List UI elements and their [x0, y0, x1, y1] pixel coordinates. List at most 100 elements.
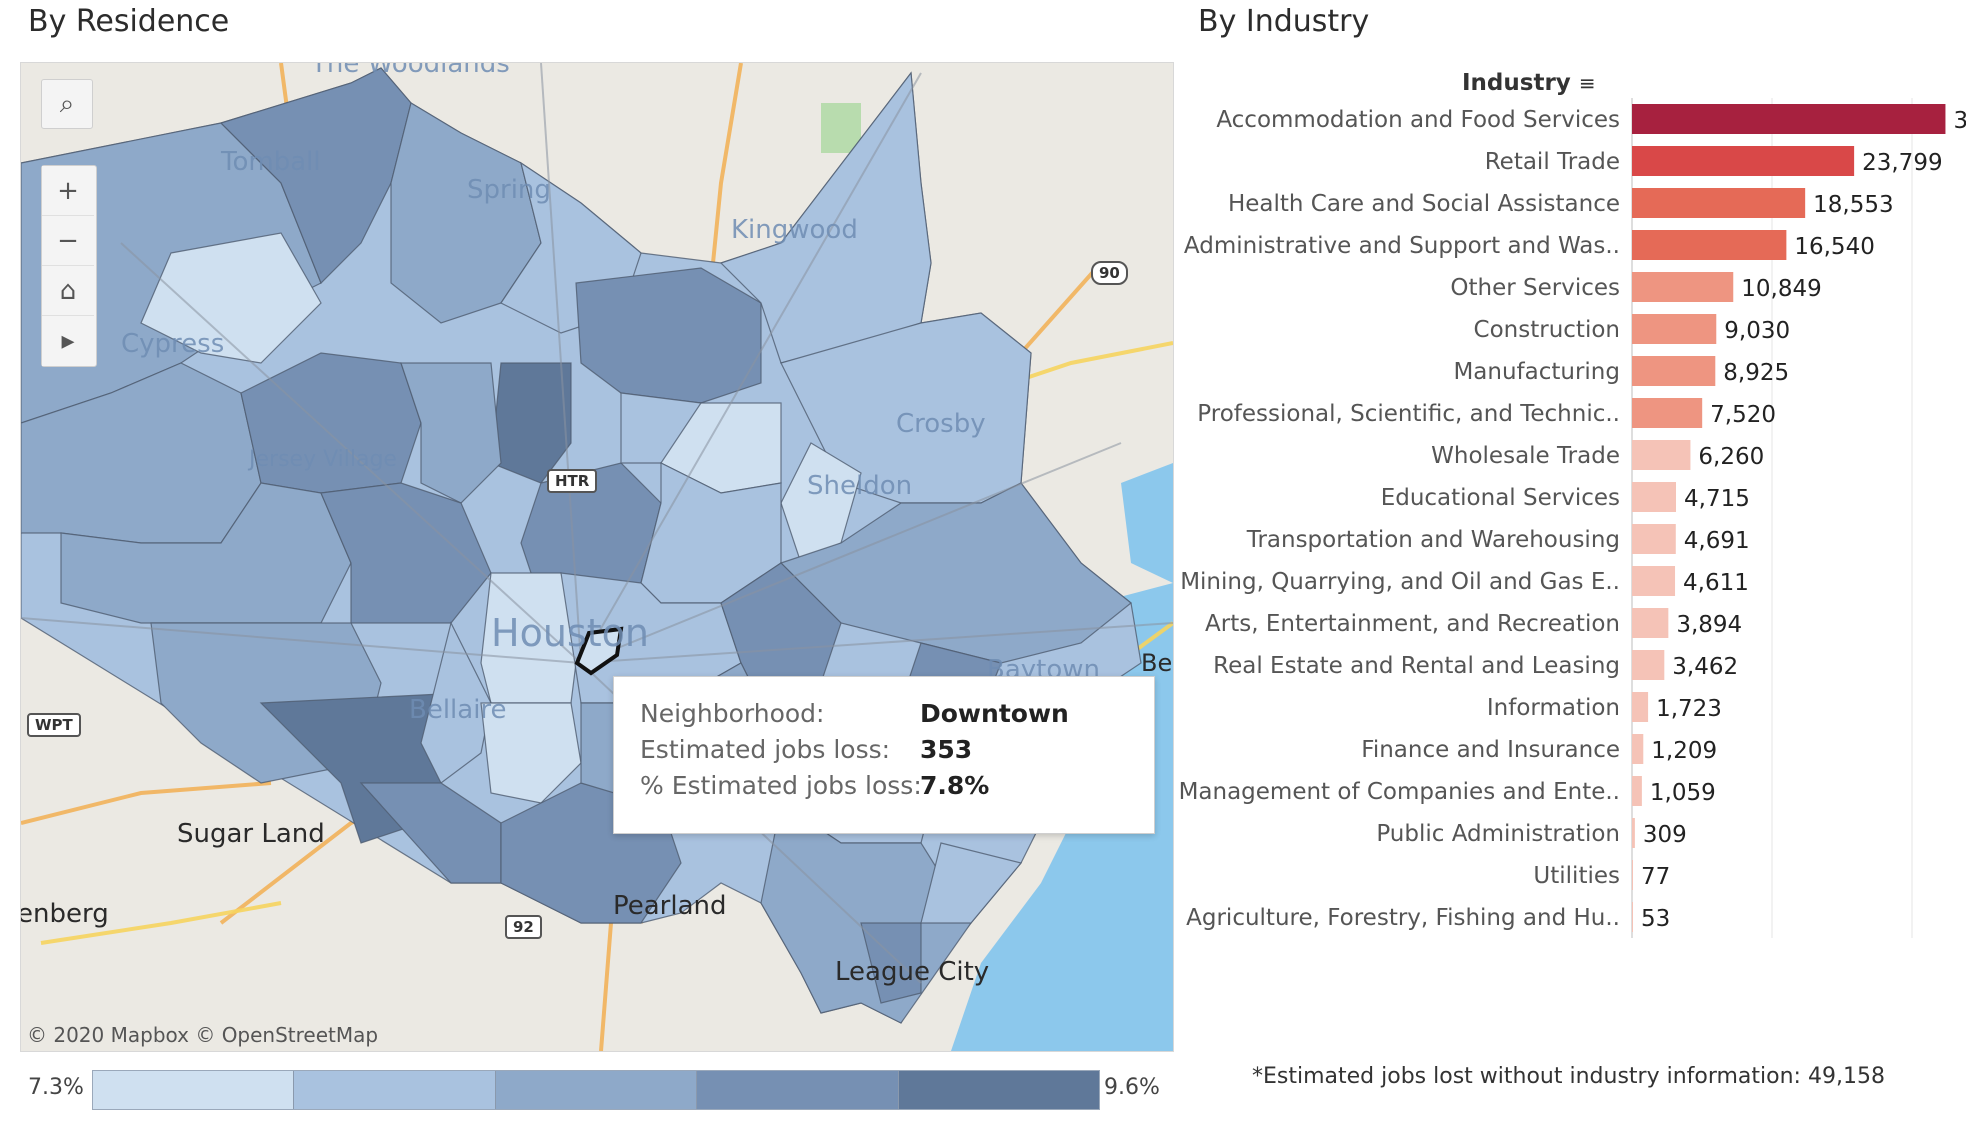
industry-bar[interactable] [1632, 314, 1717, 344]
place-label: Houston [491, 611, 649, 655]
tooltip-pct-value: 7.8% [920, 771, 990, 800]
industry-bar[interactable] [1632, 734, 1644, 764]
bar-value-label: 3,894 [1676, 612, 1742, 638]
bar-value-label: 1,723 [1656, 696, 1722, 722]
plus-icon: + [57, 175, 79, 206]
industry-bar[interactable] [1632, 104, 1946, 134]
place-label: Cypress [121, 329, 225, 359]
legend-swatch [495, 1071, 698, 1109]
category-label: Utilities [1533, 863, 1620, 889]
footnote: *Estimated jobs lost without industry in… [1252, 1064, 1885, 1089]
tooltip-pct-label: % Estimated jobs loss: [640, 771, 922, 800]
legend-max-label: 9.6% [1104, 1075, 1160, 1100]
home-icon: ⌂ [59, 275, 77, 306]
bar-value-label: 4,611 [1683, 570, 1749, 596]
category-label: Manufacturing [1453, 359, 1620, 385]
bar-value-label: 33,584 [1953, 108, 1966, 134]
industry-bar[interactable] [1632, 692, 1649, 722]
category-label: Other Services [1450, 275, 1620, 301]
industry-bar[interactable] [1632, 482, 1677, 512]
category-label: Information [1487, 695, 1620, 721]
category-label: Health Care and Social Assistance [1228, 191, 1620, 217]
place-label: Sheldon [807, 471, 913, 501]
sort-icon[interactable]: ≡ [1578, 71, 1596, 95]
industry-bar[interactable] [1632, 860, 1633, 890]
legend-swatch [294, 1071, 496, 1109]
industry-bar[interactable] [1632, 188, 1806, 218]
road-badge: HTR [547, 469, 598, 493]
bar-value-label: 8,925 [1723, 360, 1789, 386]
industry-bar[interactable] [1632, 272, 1734, 302]
tooltip-neighborhood-value: Downtown [920, 699, 1069, 728]
category-label: Administrative and Support and Was.. [1184, 233, 1620, 259]
zoom-out-button[interactable]: − [42, 216, 94, 266]
zoom-in-button[interactable]: + [42, 166, 94, 216]
expand-toolbar-button[interactable]: ▸ [42, 316, 94, 366]
industry-bar[interactable] [1632, 650, 1665, 680]
industry-bar[interactable] [1632, 440, 1691, 470]
industry-bar[interactable] [1632, 230, 1787, 260]
road-badge: 92 [505, 915, 542, 939]
legend-swatch [93, 1071, 295, 1109]
legend-swatch [898, 1071, 1100, 1109]
category-label: Finance and Insurance [1361, 737, 1620, 763]
category-label: Agriculture, Forestry, Fishing and Hu.. [1186, 905, 1620, 931]
bar-value-label: 4,715 [1684, 486, 1750, 512]
tooltip-neighborhood-label: Neighborhood: [640, 699, 825, 728]
industry-chart-svg[interactable]: Accommodation and Food Services 33,584 Ret… [1180, 98, 1966, 950]
map-zoom-controls: + − ⌂ ▸ [41, 165, 97, 367]
bar-value-label: 1,059 [1650, 780, 1716, 806]
category-label: Accommodation and Food Services [1216, 107, 1620, 133]
bar-value-label: 9,030 [1724, 318, 1790, 344]
road-badge: WPT [27, 713, 81, 737]
color-legend [92, 1070, 1100, 1110]
category-label: Mining, Quarrying, and Oil and Gas E.. [1180, 569, 1620, 595]
industry-bar[interactable] [1632, 776, 1642, 806]
bar-value-label: 1,209 [1651, 738, 1717, 764]
industry-title: By Industry [1198, 4, 1370, 39]
place-label: Spring [467, 175, 551, 205]
industry-bar[interactable] [1632, 902, 1633, 932]
category-label: Construction [1474, 317, 1620, 343]
bar-value-label: 53 [1641, 906, 1670, 932]
map-tooltip: Neighborhood: Downtown Estimated jobs los… [613, 676, 1155, 834]
category-label: Retail Trade [1485, 149, 1620, 175]
road-badge: 90 [1091, 261, 1128, 285]
residence-map[interactable]: ⌕ + − ⌂ ▸ The Woodlands Tomball Spring K… [20, 62, 1174, 1052]
bar-value-label: 77 [1641, 864, 1670, 890]
industry-bar[interactable] [1632, 524, 1676, 554]
bar-value-label: 23,799 [1862, 150, 1942, 176]
industry-bar-chart[interactable]: Accommodation and Food Services 33,584 Ret… [1180, 98, 1966, 950]
residence-title: By Residence [28, 4, 230, 39]
place-label: Crosby [896, 409, 986, 439]
map-search-button[interactable]: ⌕ [41, 79, 93, 129]
place-label: Bellaire [409, 695, 507, 725]
legend-swatch [697, 1071, 899, 1109]
category-label: Management of Companies and Ente.. [1180, 779, 1620, 805]
industry-bar[interactable] [1632, 818, 1635, 848]
industry-bar[interactable] [1632, 566, 1676, 596]
industry-header-label: Industry [1462, 70, 1571, 96]
tooltip-loss-label: Estimated jobs loss: [640, 735, 891, 764]
industry-column-header[interactable]: Industry ≡ [1462, 70, 1596, 96]
minus-icon: − [57, 225, 79, 256]
industry-bar[interactable] [1632, 608, 1669, 638]
search-icon: ⌕ [59, 88, 75, 119]
industry-bar[interactable] [1632, 356, 1716, 386]
industry-bar[interactable] [1632, 146, 1855, 176]
bar-value-label: 309 [1643, 822, 1687, 848]
map-attribution[interactable]: © 2020 Mapbox © OpenStreetMap [27, 1023, 379, 1047]
bar-value-label: 3,462 [1672, 654, 1738, 680]
category-label: Real Estate and Rental and Leasing [1213, 653, 1620, 679]
category-label: Public Administration [1376, 821, 1620, 847]
reset-view-button[interactable]: ⌂ [42, 266, 94, 316]
bar-value-label: 18,553 [1813, 192, 1893, 218]
place-label: Sugar Land [177, 819, 325, 849]
place-label: Pearland [613, 891, 727, 921]
place-label: Tomball [221, 147, 321, 177]
category-label: Wholesale Trade [1431, 443, 1620, 469]
map-canvas[interactable] [21, 63, 1173, 1051]
category-label: Professional, Scientific, and Technic.. [1197, 401, 1620, 427]
place-label: Jersey Village [249, 447, 397, 472]
industry-bar[interactable] [1632, 398, 1703, 428]
